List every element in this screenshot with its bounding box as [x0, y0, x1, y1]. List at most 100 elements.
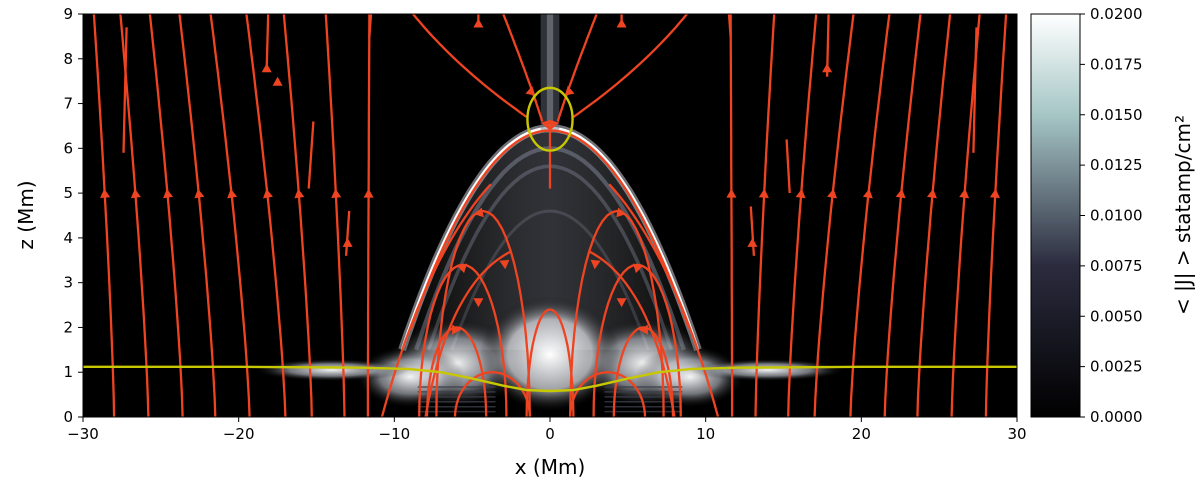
inflow-field-line	[412, 14, 528, 118]
closed-field-line	[424, 250, 512, 417]
colorbar-tick-label: 0.0050	[1090, 307, 1143, 325]
closed-loop-field-line	[435, 209, 531, 417]
field-arrow	[525, 85, 536, 96]
field-arrow	[862, 188, 873, 199]
field-arrow	[457, 263, 467, 274]
inflow-field-line	[556, 14, 598, 122]
field-arrow	[100, 188, 111, 198]
colorbar-tick-label: 0.0000	[1090, 408, 1143, 426]
y-tick-label: 6	[63, 139, 73, 157]
open-field-line	[729, 14, 734, 417]
field-arrow	[758, 188, 769, 198]
open-field-line	[849, 14, 891, 417]
field-arrow	[616, 298, 627, 308]
field-arrow	[616, 18, 627, 28]
field-arrow	[747, 237, 758, 247]
vertical-streak	[540, 14, 560, 131]
field-arrow	[726, 188, 737, 198]
colorbar-tick-label: 0.0200	[1090, 5, 1143, 23]
field-arrow	[827, 188, 837, 199]
field-arrow	[331, 188, 342, 198]
open-field-line	[787, 14, 818, 417]
field-arrow	[638, 324, 648, 335]
field-arrow	[363, 188, 374, 198]
y-tick-label: 3	[63, 274, 73, 292]
y-tick-label: 2	[63, 318, 73, 336]
field-line-segment	[749, 206, 756, 256]
closed-loop-field-line	[525, 308, 575, 417]
open-field-line	[366, 14, 371, 417]
field-arrow	[633, 263, 643, 274]
y-tick-label: 0	[63, 408, 73, 426]
open-field-line	[92, 14, 116, 417]
field-arrow	[294, 188, 305, 199]
field-arrow	[473, 18, 484, 28]
magnetic-field-lines	[92, 14, 1008, 417]
field-arrow	[473, 298, 484, 308]
inflow-field-line	[502, 14, 544, 122]
y-tick-label: 4	[63, 229, 73, 247]
bright-region	[479, 296, 621, 413]
open-field-line	[813, 14, 855, 417]
colorbar	[1030, 13, 1081, 418]
field-line-segment	[368, 14, 373, 37]
current-arc	[450, 209, 650, 351]
field-line-segment	[785, 139, 791, 194]
closed-field-line	[380, 183, 492, 417]
field-line-segment	[344, 210, 351, 256]
field-arrow	[795, 188, 806, 199]
separatrix-field-line	[409, 129, 691, 329]
field-line-segment	[122, 27, 128, 153]
closed-field-line	[608, 183, 720, 417]
x-tick-label: 0	[545, 425, 555, 443]
field-arrow	[616, 207, 626, 218]
field-arrow	[342, 237, 353, 247]
open-field-line	[282, 14, 313, 417]
open-field-line	[209, 14, 251, 417]
field-arrow	[564, 85, 575, 96]
field-line-segment	[265, 14, 270, 68]
closed-field-line	[588, 250, 676, 417]
open-field-line	[916, 14, 952, 417]
field-arrow	[989, 188, 1000, 198]
field-arrow	[227, 188, 238, 199]
field-arrow	[895, 188, 906, 199]
bright-region	[254, 358, 410, 382]
field-arrow	[822, 63, 833, 73]
field-line-segment	[727, 14, 732, 37]
field-arrow	[959, 188, 970, 199]
plume-region	[402, 128, 698, 350]
y-tick-label: 8	[63, 50, 73, 68]
colorbar-tick-label: 0.0025	[1090, 358, 1143, 376]
y-tick-label: 9	[63, 5, 73, 23]
field-arrow	[474, 207, 484, 218]
field-arrow	[130, 188, 141, 199]
field-line-segment	[307, 121, 315, 189]
bright-region	[690, 358, 846, 382]
closed-loop-field-line	[569, 371, 647, 417]
open-field-line	[950, 14, 981, 417]
highlight-ellipse	[526, 86, 574, 152]
field-line-segment	[972, 27, 978, 153]
x-tick-label: −10	[379, 425, 411, 443]
open-field-line	[883, 14, 922, 417]
x-tick-label: 10	[696, 425, 715, 443]
y-tick-label: 1	[63, 363, 73, 381]
field-arrow	[590, 259, 601, 270]
field-arrow	[927, 188, 937, 199]
field-arrow	[549, 119, 560, 130]
field-arrow	[540, 119, 551, 130]
closed-loop-field-line	[569, 209, 665, 417]
x-tick-label: −20	[223, 425, 255, 443]
colorbar-tick-label: 0.0075	[1090, 257, 1143, 275]
colorbar-label: < |J| > statamp/cm²	[1171, 115, 1195, 315]
x-tick-label: 30	[1007, 425, 1026, 443]
y-tick-label: 7	[63, 95, 73, 113]
colorbar-tick-label: 0.0125	[1090, 156, 1143, 174]
open-field-line	[148, 14, 184, 417]
field-arrow	[272, 76, 283, 86]
open-field-line	[324, 14, 346, 417]
open-field-line	[178, 14, 217, 417]
x-axis: −30 −20 −10 0 10 20 30	[67, 417, 1027, 443]
